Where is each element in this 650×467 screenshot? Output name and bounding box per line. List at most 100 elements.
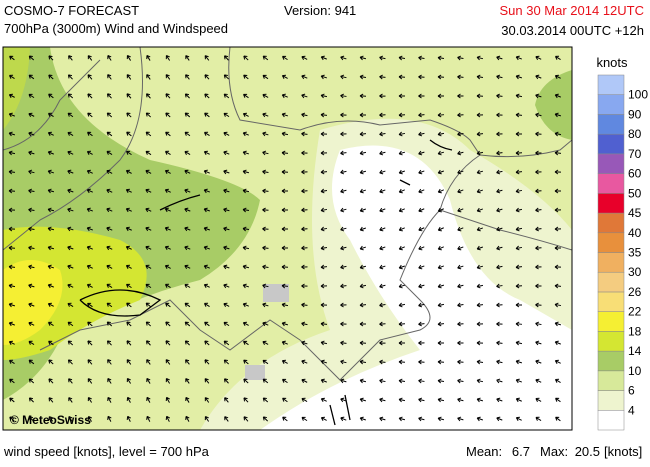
wind-arrow [496, 112, 503, 118]
wind-arrow [87, 378, 93, 384]
wind-arrow [223, 359, 230, 365]
wind-arrow [67, 245, 74, 251]
wind-arrow [145, 131, 152, 137]
legend-box [597, 114, 625, 135]
wind-arrow [320, 416, 327, 422]
wind-arrow [67, 150, 74, 156]
wind-arrow [146, 377, 151, 384]
wind-arrow [204, 397, 210, 403]
wind-arrow [242, 188, 250, 194]
wind-arrow [281, 302, 289, 308]
wind-arrow [165, 378, 171, 384]
wind-arrow [184, 150, 191, 155]
wind-arrow [48, 93, 54, 99]
wind-arrow [515, 264, 523, 270]
wind-arrow [28, 112, 35, 118]
wind-arrow [554, 55, 561, 60]
map: © MeteoSwiss [2, 46, 573, 431]
legend-label: 10 [628, 364, 642, 378]
wind-arrow [496, 226, 503, 232]
legend-label: 90 [628, 107, 642, 121]
wind-arrow [535, 397, 542, 402]
wind-arrow [243, 55, 249, 61]
wind-arrow [242, 112, 249, 117]
wind-arrow [340, 74, 347, 80]
wind-arrow [8, 340, 15, 346]
footer-mean-label: Mean: [466, 444, 502, 459]
wind-arrow [126, 340, 132, 346]
wind-arrow [320, 359, 328, 365]
wind-arrow [184, 302, 191, 308]
legend-box [597, 350, 625, 372]
wind-arrow [476, 55, 484, 61]
wind-arrow [301, 321, 308, 327]
wind-arrow [359, 264, 367, 270]
wind-arrow [515, 321, 523, 327]
wind-arrow [243, 378, 249, 384]
wind-arrow [8, 93, 15, 99]
wind-arrow [398, 321, 406, 327]
wind-arrow [204, 359, 210, 365]
wind-arrow [67, 93, 74, 99]
wind-arrow [476, 302, 484, 308]
wind-arrow [340, 226, 347, 232]
missing-cell [263, 284, 289, 302]
wind-arrow [28, 397, 34, 403]
wind-arrow [301, 131, 308, 137]
wind-arrow [301, 226, 308, 232]
wind-arrow [126, 131, 132, 137]
wind-arrow [262, 207, 269, 213]
wind-arrow [67, 321, 74, 327]
wind-arrow [262, 169, 269, 175]
wind-arrow [535, 169, 542, 175]
wind-arrow [535, 93, 542, 99]
wind-arrow [126, 377, 132, 384]
wind-arrow [203, 207, 211, 213]
subtitle: 700hPa (3000m) Wind and Windspeed [4, 21, 228, 36]
wind-arrow [203, 131, 210, 137]
wind-arrow [9, 397, 15, 403]
wind-arrow [203, 188, 210, 194]
wind-arrow [8, 131, 16, 137]
wind-arrow [418, 245, 425, 251]
wind-arrow [223, 207, 230, 213]
legend-box [597, 291, 625, 312]
wind-arrow [476, 226, 483, 232]
wind-arrow [301, 340, 308, 346]
wind-arrow [165, 321, 171, 327]
wind-arrow [106, 283, 113, 289]
wind-arrow [262, 74, 269, 80]
wind-arrow [262, 226, 269, 232]
wind-arrow [243, 74, 249, 80]
wind-arrow [126, 54, 132, 61]
wind-arrow [320, 264, 328, 270]
wind-arrow [379, 378, 386, 384]
wind-arrow [457, 302, 464, 308]
wind-arrow [87, 131, 93, 137]
wind-arrow [8, 169, 16, 175]
wind-arrow [67, 207, 74, 213]
wind-arrow [242, 207, 250, 213]
wind-arrow [223, 74, 230, 80]
wind-arrow [476, 245, 484, 251]
wind-arrow [418, 188, 425, 194]
wind-arrow [107, 378, 112, 384]
wind-arrow [145, 283, 152, 289]
wind-arrow [28, 264, 35, 270]
wind-arrow [48, 378, 54, 384]
wind-arrow [301, 245, 308, 251]
wind-arrow [145, 150, 152, 156]
wind-arrow [67, 169, 74, 175]
wind-arrow [87, 359, 93, 365]
wind-arrow [301, 397, 308, 402]
wind-arrow [185, 396, 190, 403]
wind-arrow [47, 150, 54, 156]
wind-arrow [262, 302, 269, 308]
wind-arrow [418, 74, 425, 80]
wind-arrow [67, 74, 73, 80]
wind-arrow [223, 264, 230, 270]
wind-arrow [165, 302, 171, 308]
wind-arrow [107, 55, 112, 61]
wind-arrow [165, 396, 170, 403]
wind-arrow [418, 226, 425, 232]
